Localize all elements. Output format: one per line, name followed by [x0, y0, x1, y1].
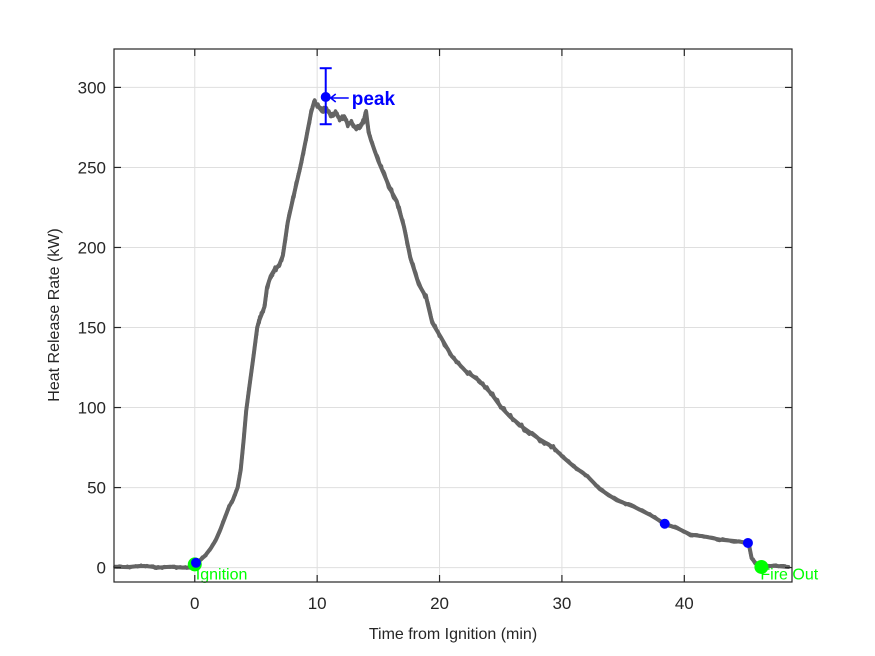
decay-point-2 [742, 537, 753, 548]
peak-annotation: peak [352, 89, 396, 110]
axis-ticks [114, 49, 792, 582]
y-tick-labels: 0 50 100 150 200 250 300 [78, 78, 106, 577]
x-tick-label: 0 [190, 594, 199, 613]
fire-out-annotation: Fire Out [760, 567, 818, 584]
hrr-noise [115, 98, 787, 571]
data-series [113, 98, 791, 571]
x-tick-label: 20 [430, 594, 449, 613]
gridlines [114, 49, 792, 582]
x-axis-label: Time from Ignition (min) [369, 626, 537, 643]
axes-box [113, 48, 793, 583]
x-tick-label: 10 [308, 594, 327, 613]
annotations: peak Ignition Fire Out [196, 89, 819, 584]
peak-arrowhead [330, 93, 337, 103]
y-tick-label: 50 [87, 479, 106, 498]
y-tick-label: 150 [78, 319, 106, 338]
y-tick-label: 250 [78, 158, 106, 177]
y-tick-label: 0 [97, 559, 106, 578]
plot-area [114, 49, 792, 582]
y-tick-label: 200 [78, 238, 106, 257]
peak-point [320, 92, 331, 103]
ignition-point [190, 557, 201, 568]
x-tick-label: 30 [552, 594, 571, 613]
y-axis-label: Heat Release Rate (kW) [46, 228, 63, 401]
y-tick-label: 300 [78, 78, 106, 97]
x-tick-labels: 0 10 20 30 40 [190, 594, 694, 613]
y-tick-label: 100 [78, 399, 106, 418]
data-markers [187, 67, 769, 574]
ignition-annotation: Ignition [196, 567, 248, 584]
decay-point-1 [659, 518, 670, 529]
fire-out-marker [754, 559, 769, 574]
x-tick-label: 40 [675, 594, 694, 613]
